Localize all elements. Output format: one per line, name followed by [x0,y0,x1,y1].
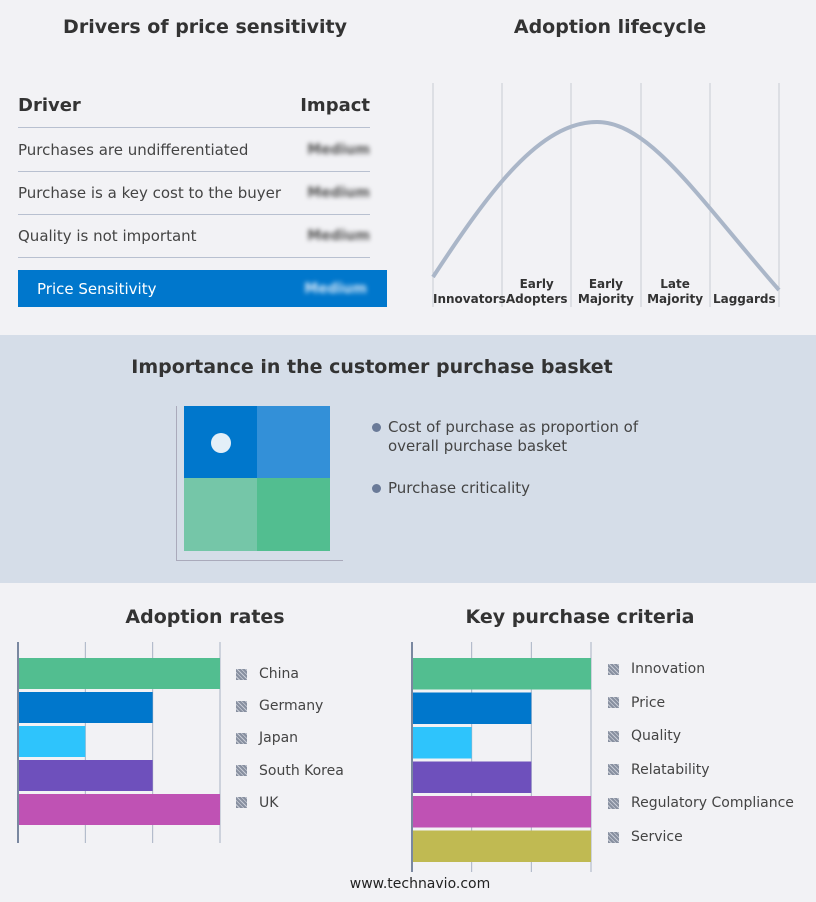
bar-regulatory-compliance [412,796,591,828]
stage-label: Late Majority [647,277,704,306]
adoption-rates-title: Adoption rates [125,606,285,628]
legend-swatch-icon [236,765,247,777]
table-header: Driver Impact [18,84,370,128]
basket-bullet-2: Purchase criticality [388,479,531,497]
footer-url: www.technavio.com [349,876,491,892]
bar-relatability [412,761,532,793]
legend-item: Regulatory Compliance [608,795,794,811]
legend-item: China [236,666,299,682]
legend-swatch-icon [236,732,247,744]
impact-value: Medium [307,227,370,244]
legend-label: Japan [259,730,299,747]
basket-section [0,335,816,583]
legend-swatch-icon [608,730,619,742]
basket-bullet-1: Cost of purchase as proportion of overal… [388,418,639,455]
summary-label: Price Sensitivity [37,279,157,298]
adoption-curve [431,119,781,292]
basket-title: Importance in the customer purchase bask… [131,356,613,378]
impact-header: Impact [300,95,370,116]
legend-swatch-icon [236,668,247,680]
impact-value: Medium [307,141,370,158]
bar-china [18,658,220,689]
driver-label: Purchase is a key cost to the buyer [18,183,282,202]
legend-label: Quality [631,728,682,745]
lifecycle-title: Adoption lifecycle [513,16,707,38]
stage-label: Laggards [712,292,776,306]
legend-item: Japan [236,730,298,746]
legend-item: Relatability [608,762,710,778]
legend-item: UK [236,795,278,811]
legend-swatch-icon [608,663,619,675]
bar-japan [18,726,86,757]
legend-label: Innovation [631,661,706,677]
legend-label: South Korea [259,762,344,779]
legend-label: Regulatory Compliance [631,795,794,812]
legend-item: Germany [236,698,323,714]
driver-header: Driver [18,95,81,116]
legend-swatch-icon [236,797,247,809]
legend-label: Service [631,829,683,845]
position-marker [211,433,231,453]
legend-swatch-icon [608,697,619,709]
stage-label: Early Adopters [505,277,568,306]
driver-row: Purchase is a key cost to the buyer Mediu… [18,171,370,215]
driver-row: Purchases are undifferentiated Medium [18,128,370,172]
legend-label: Price [631,694,666,711]
key-criteria-title: Key purchase criteria [465,606,695,628]
legend-item: Innovation [608,661,705,677]
bar-price [412,692,532,724]
driver-label: Quality is not important [18,226,197,245]
legend-item: South Korea [236,763,344,779]
legend-swatch-icon [608,764,619,776]
stage-label: Early Majority [577,277,634,306]
lifecycle-chart [431,83,781,307]
legend-swatch-icon [236,700,247,712]
bar-innovation [412,658,591,690]
bullet-icon [372,484,381,493]
legend-label: China [259,666,299,682]
driver-label: Purchases are undifferentiated [18,140,249,159]
legend-item: Quality [608,728,681,744]
stage-label: Innovators [433,292,506,306]
legend-item: Price [608,695,665,711]
legend-swatch-icon [608,797,619,809]
price-sensitivity-summary: Price Sensitivity Medium [18,270,387,307]
bullet-icon [372,423,381,432]
bar-germany [18,692,153,723]
bar-south-korea [18,760,153,791]
legend-item: Service [608,829,683,845]
bar-service [412,830,591,862]
summary-impact: Medium [304,280,367,297]
drivers-title: Drivers of price sensitivity [63,16,347,38]
bar-uk [18,794,220,825]
driver-row: Quality is not important Medium [18,214,370,258]
bar-quality [412,727,472,759]
legend-label: UK [259,794,279,811]
legend-label: Relatability [631,761,710,778]
basket-matrix [176,406,343,561]
impact-value: Medium [307,184,370,201]
legend-swatch-icon [608,831,619,843]
legend-label: Germany [259,698,324,715]
